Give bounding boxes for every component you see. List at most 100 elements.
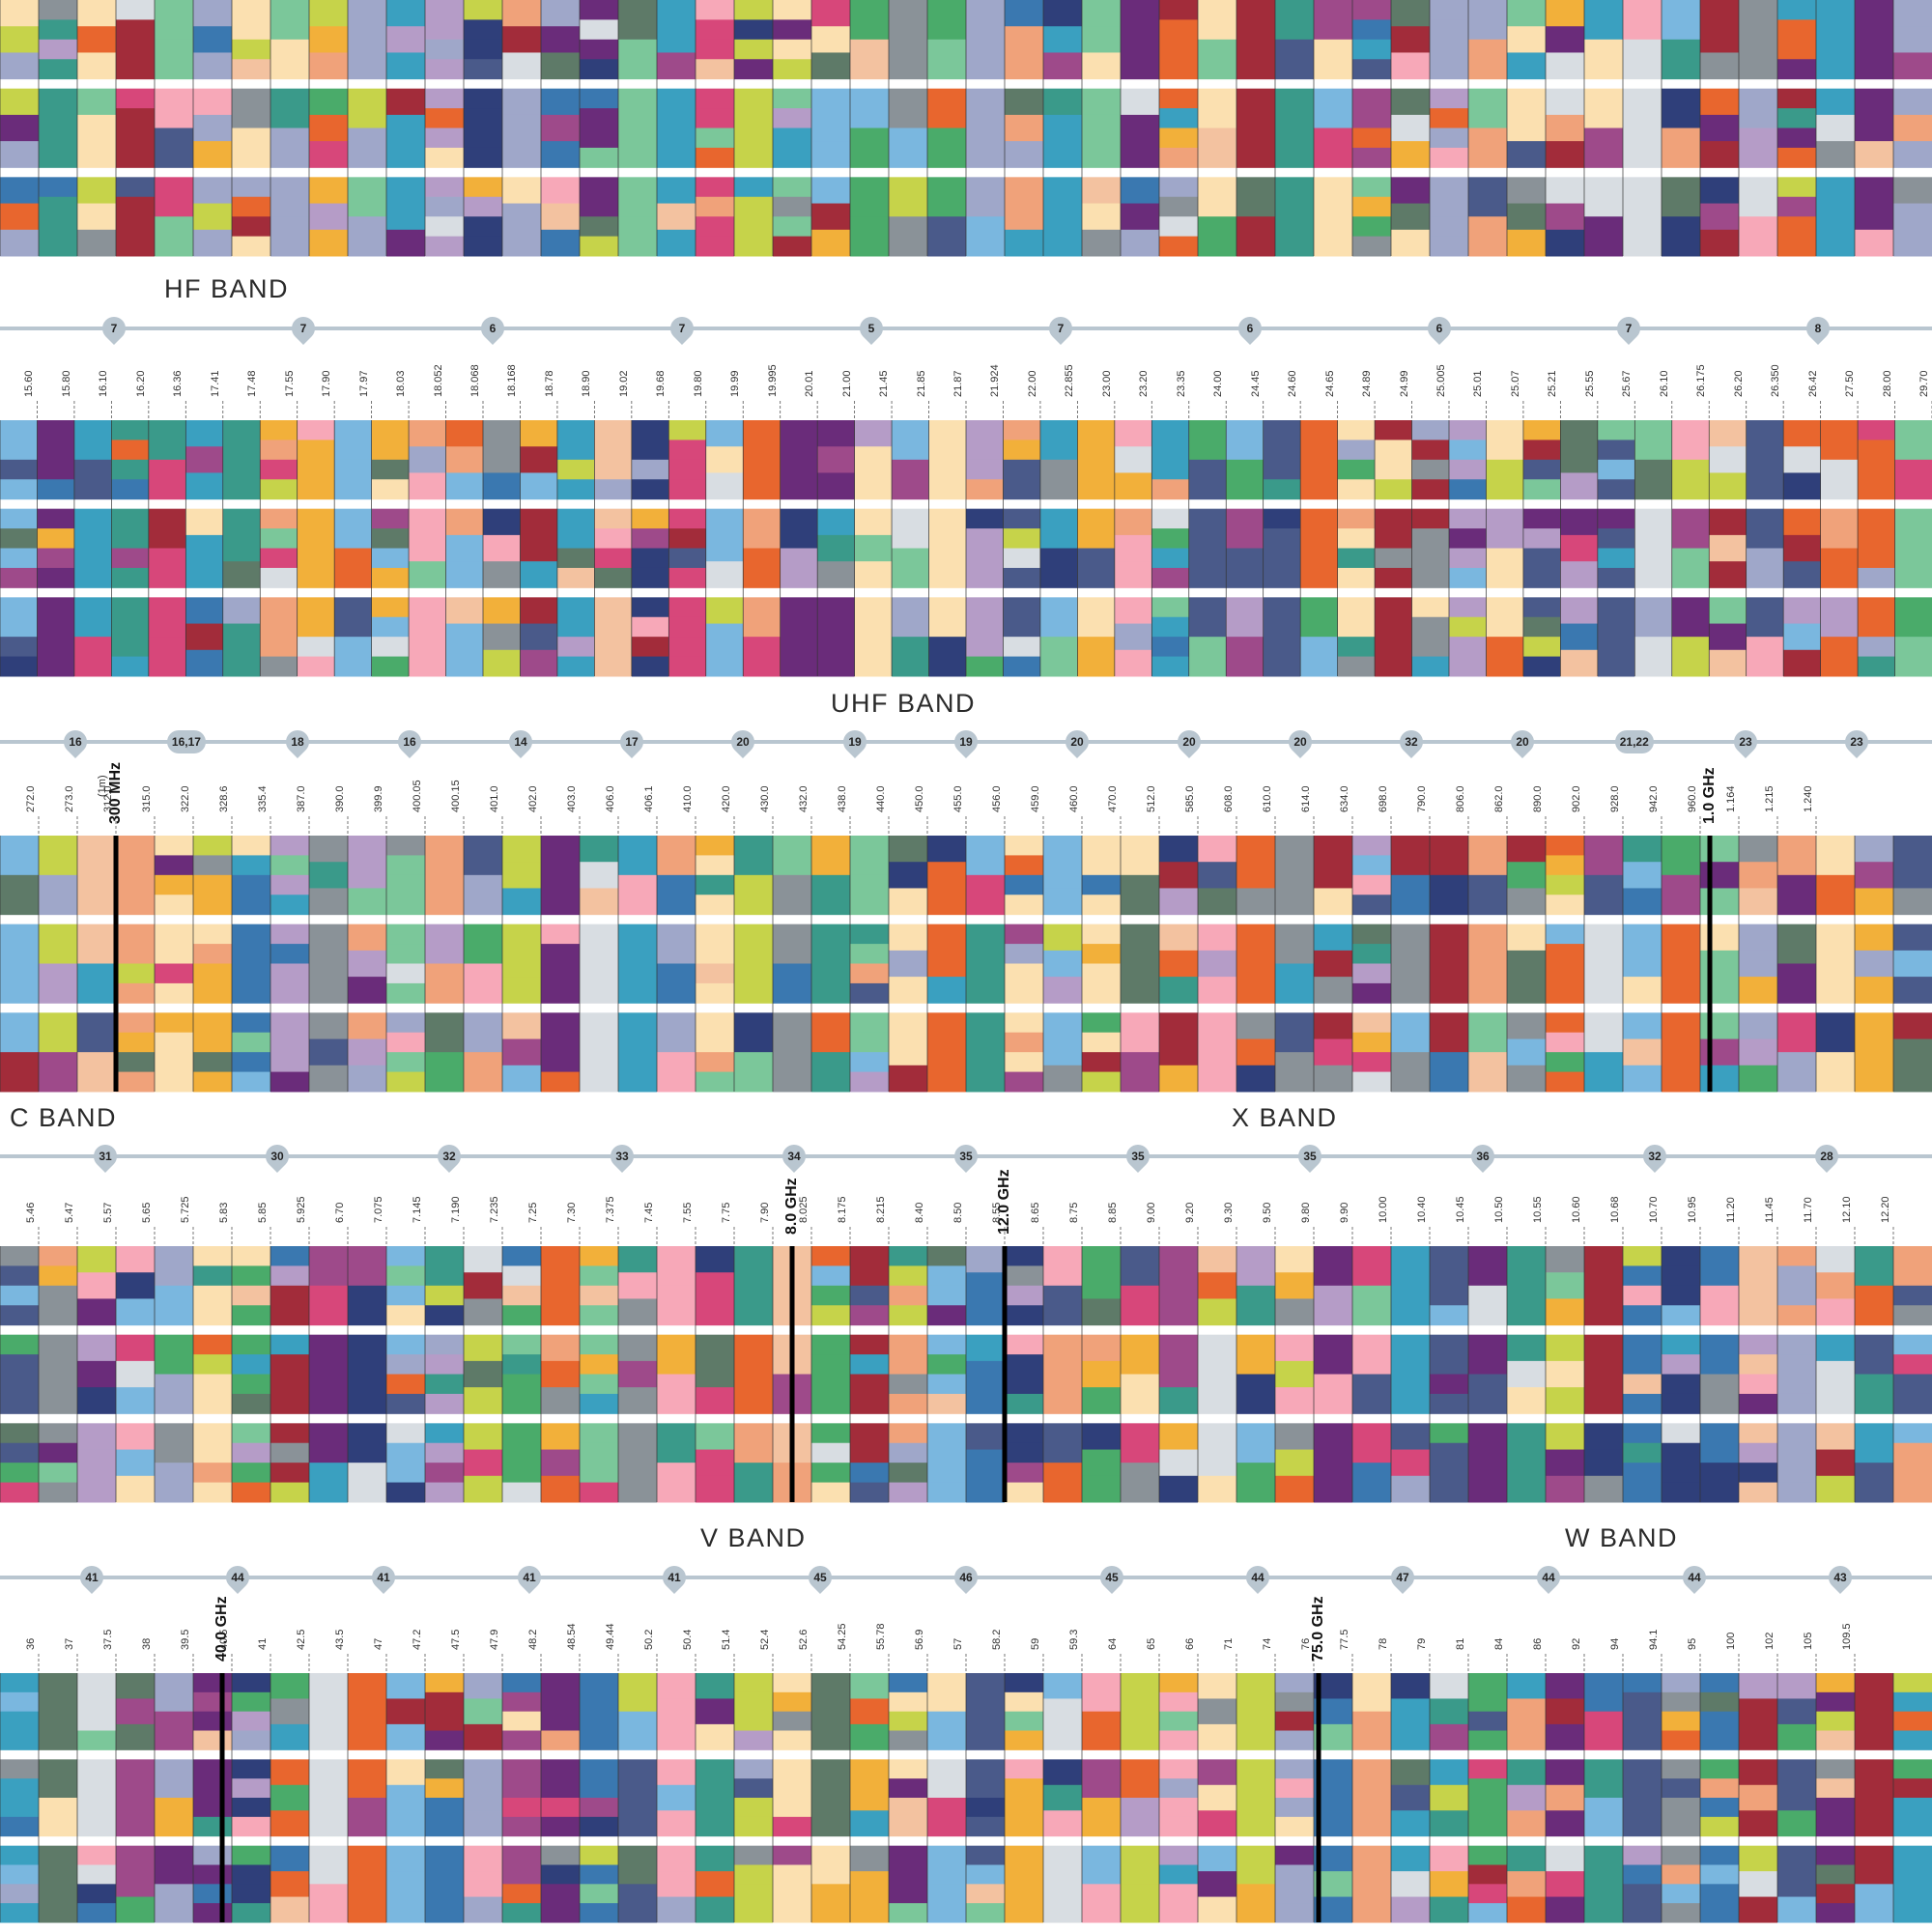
allocation-cell	[185, 508, 224, 536]
allocation-cell	[1623, 216, 1662, 257]
allocation-cell	[618, 1475, 658, 1503]
allocation-cell	[1671, 508, 1710, 549]
allocation-cell	[1662, 836, 1701, 876]
allocation-cell	[705, 420, 744, 447]
allocation-cell	[889, 1423, 928, 1444]
allocation-cell	[155, 216, 194, 257]
allocation-cell	[464, 1423, 503, 1451]
frequency-label: 8.75	[1068, 1202, 1080, 1223]
allocation-cell	[1352, 1012, 1392, 1034]
allocation-cell	[1236, 888, 1276, 916]
allocation-cell	[1005, 1265, 1044, 1287]
allocation-cell	[966, 1730, 1006, 1750]
frequency-label: 105	[1803, 1632, 1814, 1650]
allocation-cell	[1039, 637, 1078, 677]
allocation-cell	[193, 0, 233, 27]
allocation-cell	[309, 203, 349, 231]
allocation-cell	[0, 548, 38, 569]
allocation-cell	[1159, 1798, 1199, 1818]
allocation-cell	[1005, 1393, 1044, 1414]
allocation-cell	[817, 623, 856, 651]
allocation-cell	[270, 1334, 310, 1355]
allocation-cell	[193, 836, 233, 856]
allocation-cell	[111, 420, 150, 440]
allocation-cell	[1275, 1778, 1315, 1799]
allocation-cell	[77, 1845, 117, 1865]
allocation-cell	[1430, 1871, 1469, 1898]
allocation-cell	[1275, 1387, 1315, 1414]
frequency-label: 273.0	[64, 785, 75, 812]
allocation-cell	[425, 1354, 465, 1375]
allocation-cell	[1077, 459, 1116, 500]
allocation-cell	[1623, 1265, 1662, 1287]
allocation-cell	[1449, 597, 1487, 618]
allocation-cell	[1198, 836, 1237, 863]
allocation-cell	[618, 177, 658, 217]
allocation-cell	[1159, 1845, 1199, 1865]
service-marker-label: 41	[668, 1571, 682, 1584]
allocation-cell	[1893, 1423, 1932, 1444]
allocation-cell	[1159, 1423, 1199, 1451]
allocation-cell	[502, 203, 542, 231]
allocation-cell	[1263, 567, 1301, 588]
frequency-label: 65	[1146, 1637, 1157, 1650]
frequency-label: 455.0	[952, 785, 964, 812]
allocation-cell	[1468, 0, 1508, 41]
allocation-cell	[37, 567, 75, 588]
allocation-cell	[850, 216, 890, 257]
allocation-cell	[1043, 950, 1083, 978]
allocation-cell	[1893, 1463, 1932, 1484]
allocation-cell	[580, 923, 619, 952]
allocation-cell	[1893, 0, 1932, 27]
allocation-cell	[520, 472, 558, 500]
frequency-label: 460.0	[1068, 785, 1080, 812]
allocation-cell	[889, 1354, 928, 1375]
allocation-cell	[1337, 567, 1376, 588]
allocation-cell	[309, 1845, 349, 1885]
allocation-cell	[889, 1730, 928, 1750]
allocation-cell	[1337, 528, 1376, 549]
allocation-cell	[541, 1071, 581, 1093]
allocation-cell	[1468, 1052, 1508, 1093]
allocation-cell	[1314, 977, 1353, 1004]
allocation-cell	[348, 1012, 387, 1040]
allocation-cell	[1159, 39, 1199, 60]
allocation-cell	[1662, 963, 1701, 1004]
allocation-cell	[502, 1334, 542, 1355]
allocation-cell	[1893, 1285, 1932, 1306]
allocation-cell	[483, 446, 521, 473]
allocation-cell	[464, 128, 503, 149]
allocation-cell	[1700, 203, 1740, 231]
allocation-cell	[966, 528, 1004, 549]
allocation-cell	[445, 420, 484, 447]
allocation-cell	[854, 649, 893, 677]
allocation-cell	[580, 1730, 619, 1750]
allocation-cell	[232, 1759, 271, 1779]
allocation-cell	[270, 923, 310, 945]
service-marker: 45	[1094, 1561, 1128, 1594]
frequency-label: 406.1	[643, 785, 655, 812]
allocation-cell	[618, 88, 658, 128]
allocation-cell	[850, 1393, 890, 1414]
allocation-cell	[1777, 1810, 1817, 1837]
allocation-cell	[1375, 616, 1413, 638]
allocation-cell	[1275, 1798, 1315, 1818]
allocation-cell	[1082, 1711, 1122, 1750]
allocation-cell	[1314, 836, 1353, 863]
allocation-cell	[657, 1052, 696, 1093]
allocation-cell	[1082, 203, 1122, 231]
service-marker-label: 35	[1131, 1150, 1145, 1163]
allocation-cell	[1391, 1423, 1431, 1451]
allocation-cell	[0, 1442, 40, 1463]
allocation-cell	[0, 1482, 40, 1503]
allocation-cell	[734, 1012, 774, 1053]
allocation-cell	[1894, 637, 1932, 677]
allocation-cell	[232, 982, 271, 1004]
allocation-cell	[520, 649, 558, 677]
allocation-cell	[850, 1071, 890, 1093]
frequency-label: 960.0	[1687, 785, 1698, 812]
allocation-cell	[0, 1012, 40, 1053]
allocation-cell	[232, 0, 271, 20]
allocation-cell	[1739, 128, 1778, 168]
allocation-cell	[1700, 977, 1740, 1004]
